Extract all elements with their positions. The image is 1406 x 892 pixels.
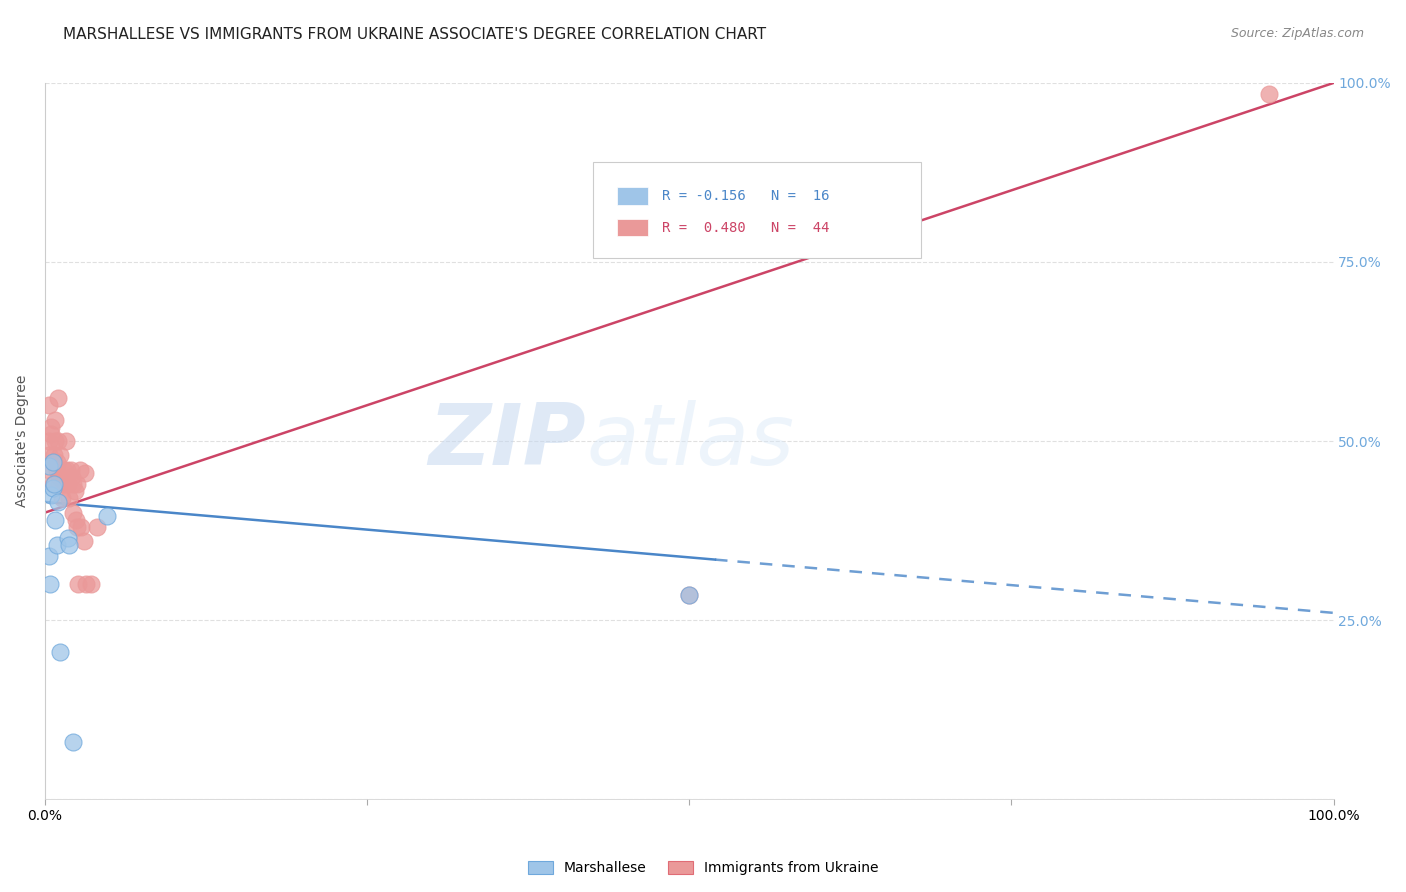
Point [62, 477, 84, 491]
Point [46, 391, 69, 405]
Point [49, 645, 72, 659]
Point [45, 463, 67, 477]
Point [45, 538, 67, 552]
Point [56, 463, 79, 477]
FancyBboxPatch shape [592, 161, 921, 259]
Text: atlas: atlas [586, 400, 794, 483]
FancyBboxPatch shape [617, 187, 648, 204]
Point [62, 506, 84, 520]
Point [86, 520, 108, 534]
Point [69, 463, 91, 477]
Point [42, 477, 65, 491]
Point [41, 481, 63, 495]
Y-axis label: Associate's Degree: Associate's Degree [15, 375, 30, 508]
Point [67, 577, 90, 591]
Point [51, 491, 73, 506]
Point [1258, 87, 1281, 101]
Legend: Marshallese, Immigrants from Ukraine: Marshallese, Immigrants from Ukraine [522, 855, 884, 880]
Point [44, 412, 66, 426]
Point [59, 463, 82, 477]
Point [41, 426, 63, 441]
Point [56, 477, 79, 491]
Point [38, 398, 60, 412]
Text: MARSHALLESE VS IMMIGRANTS FROM UKRAINE ASSOCIATE'S DEGREE CORRELATION CHART: MARSHALLESE VS IMMIGRANTS FROM UKRAINE A… [63, 27, 766, 42]
Point [66, 520, 89, 534]
Point [41, 419, 63, 434]
Point [38, 458, 60, 473]
Point [38, 434, 60, 448]
Text: Source: ZipAtlas.com: Source: ZipAtlas.com [1230, 27, 1364, 40]
Text: R =  0.480   N =  44: R = 0.480 N = 44 [662, 220, 830, 235]
Point [96, 509, 118, 524]
Point [44, 513, 66, 527]
Point [41, 477, 63, 491]
Point [53, 477, 76, 491]
Point [73, 467, 96, 481]
Text: R = -0.156   N =  16: R = -0.156 N = 16 [662, 189, 830, 203]
Point [75, 577, 97, 591]
Point [55, 434, 77, 448]
Point [48, 470, 70, 484]
Point [58, 538, 80, 552]
Point [48, 477, 70, 491]
Point [60, 470, 83, 484]
Point [46, 434, 69, 448]
Point [678, 588, 700, 602]
Point [65, 513, 87, 527]
Point [80, 577, 103, 591]
Point [38, 463, 60, 477]
Point [42, 455, 65, 469]
Point [72, 534, 94, 549]
Point [52, 474, 75, 488]
Point [45, 455, 67, 469]
Text: ZIP: ZIP [429, 400, 586, 483]
Point [46, 495, 69, 509]
Point [56, 531, 79, 545]
Point [53, 463, 76, 477]
Point [63, 484, 86, 499]
Point [38, 448, 60, 462]
Point [62, 735, 84, 749]
Point [38, 549, 60, 563]
Point [678, 588, 700, 602]
Point [70, 520, 93, 534]
Point [41, 455, 63, 469]
Point [39, 577, 62, 591]
Point [41, 488, 63, 502]
Point [58, 491, 80, 506]
Point [42, 448, 65, 462]
Point [44, 434, 66, 448]
FancyBboxPatch shape [617, 219, 648, 236]
Point [49, 448, 72, 462]
Point [66, 477, 89, 491]
